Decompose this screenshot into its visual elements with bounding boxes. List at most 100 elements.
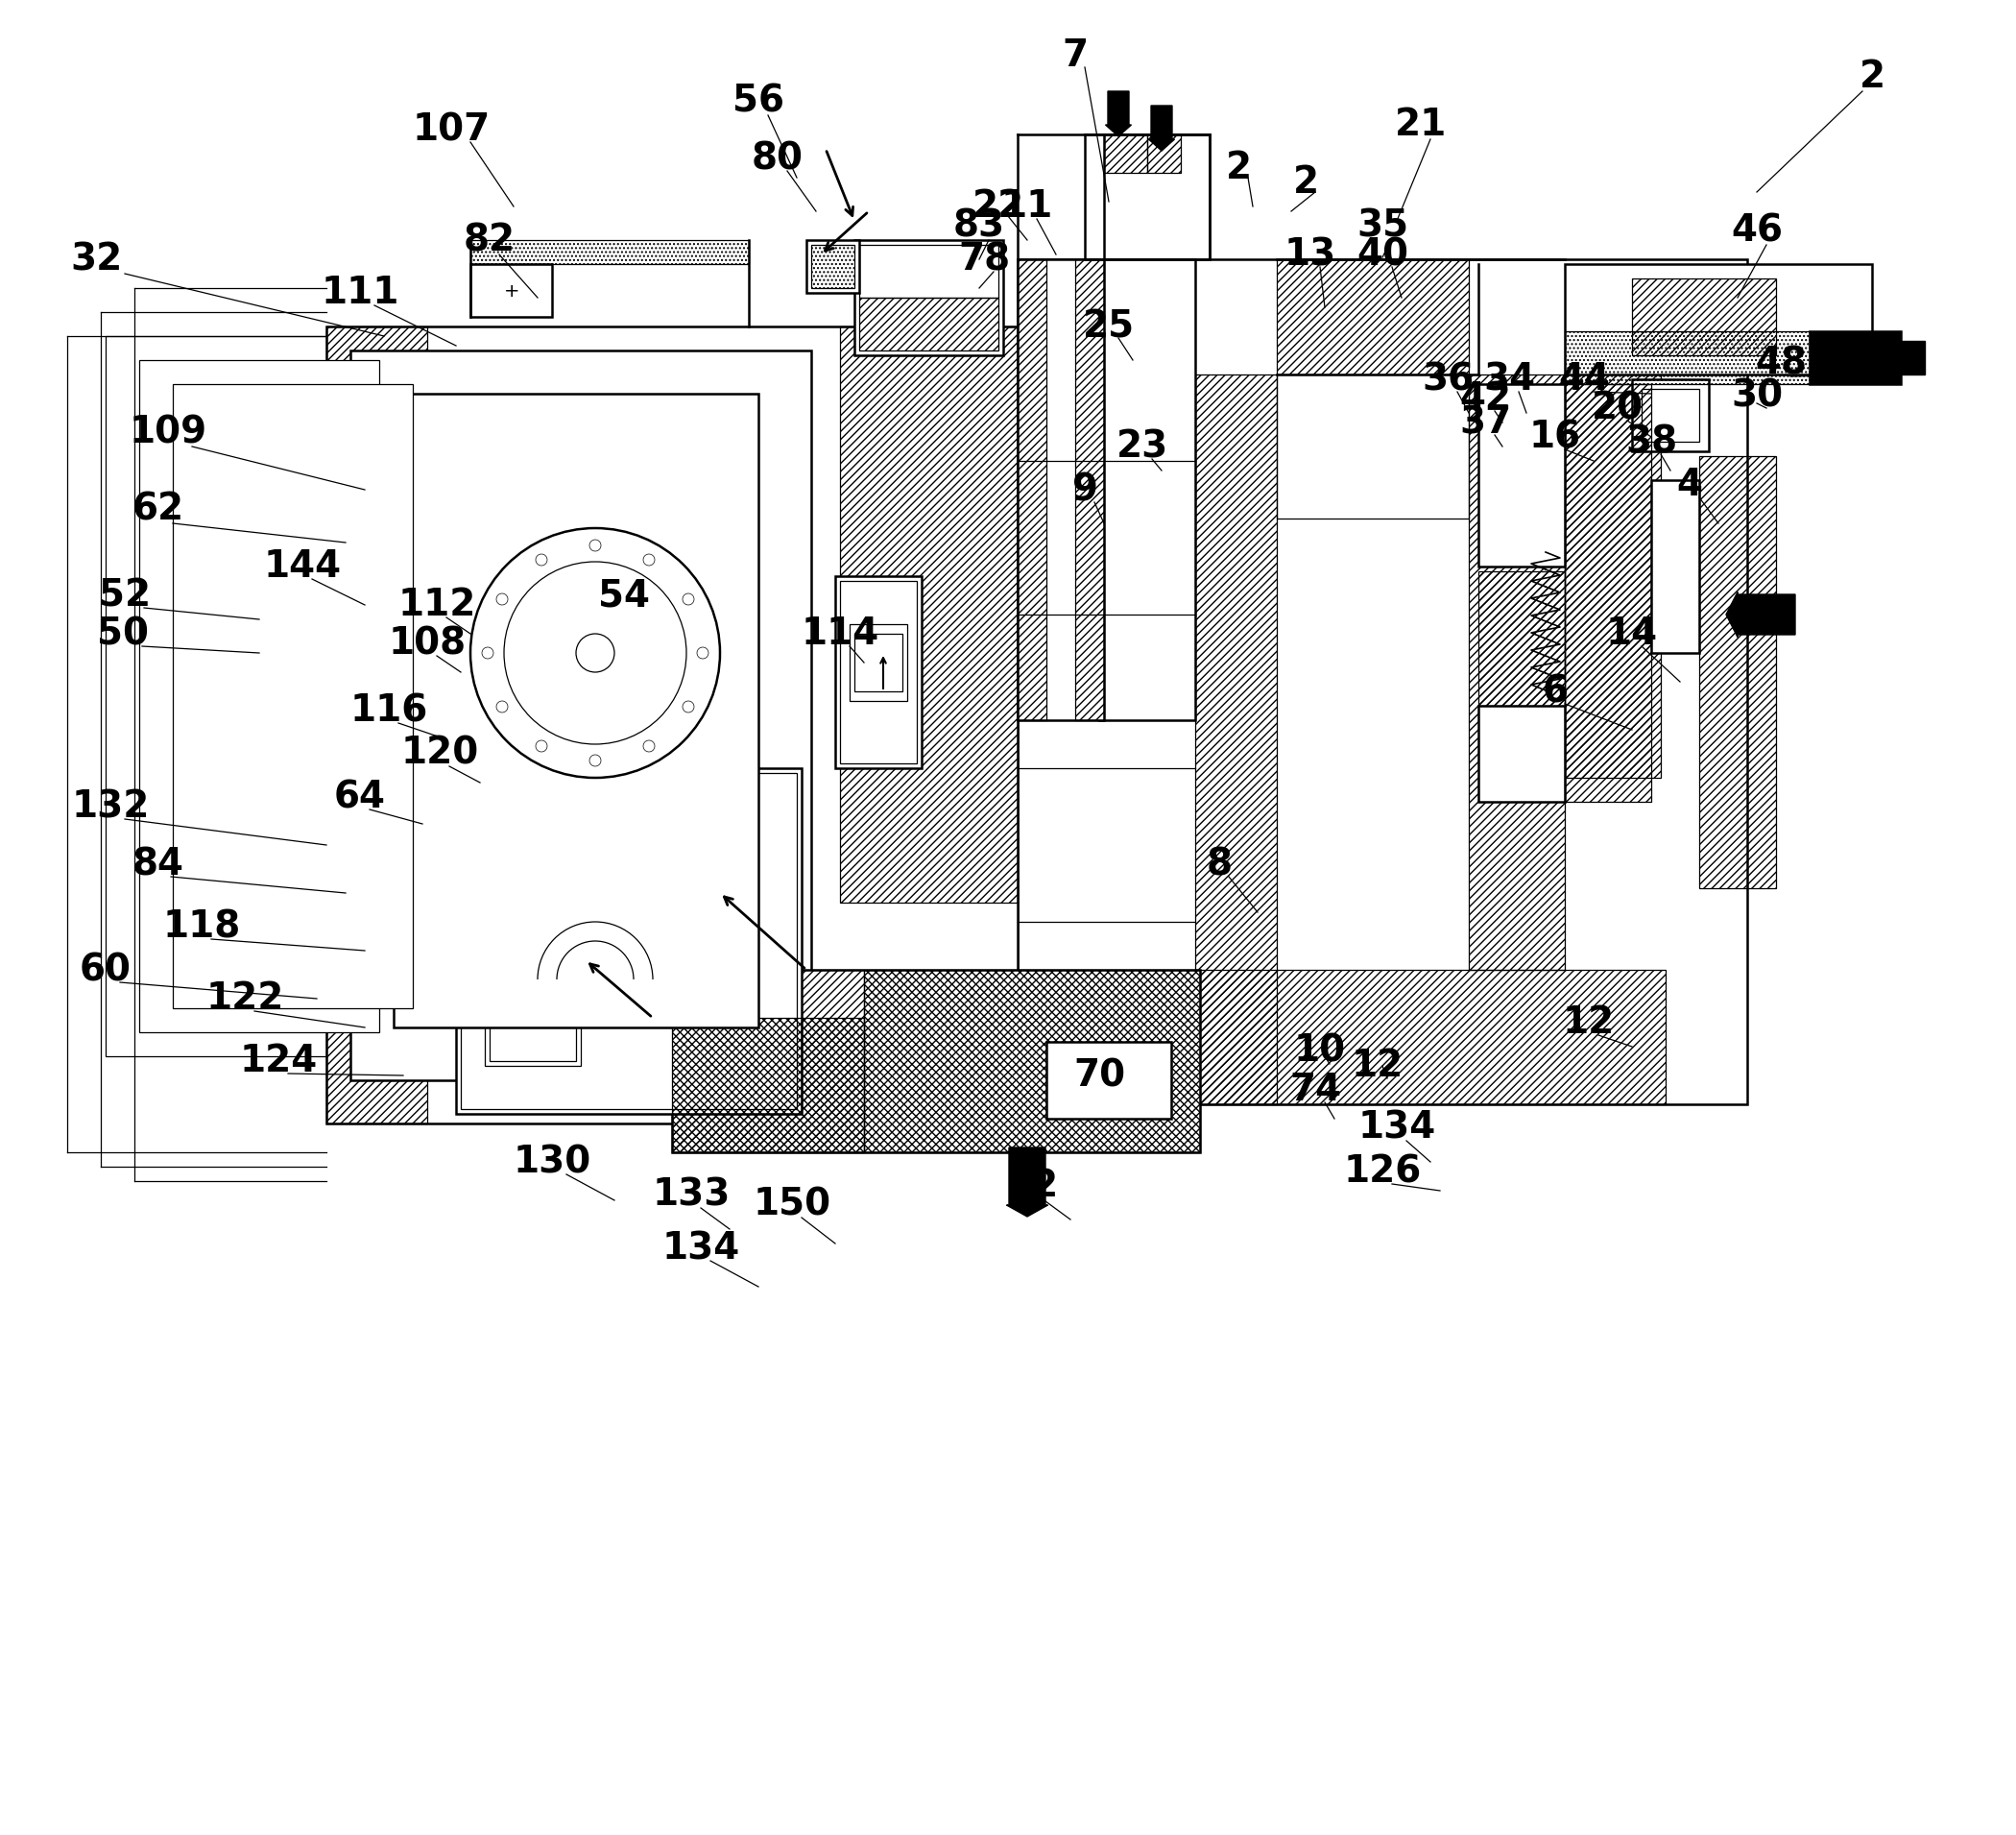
- Text: 82: 82: [464, 222, 516, 259]
- Bar: [105, 336, 345, 1057]
- Text: 120: 120: [401, 736, 478, 773]
- Text: 12: 12: [1562, 1004, 1615, 1040]
- Text: 44: 44: [1558, 361, 1611, 398]
- FancyArrow shape: [1006, 1147, 1048, 1217]
- Bar: [671, 971, 865, 1152]
- Text: 150: 150: [754, 1187, 831, 1224]
- FancyArrow shape: [1726, 593, 1794, 637]
- Bar: [1633, 380, 1710, 451]
- Text: 134: 134: [1359, 1110, 1435, 1147]
- Bar: [351, 350, 810, 1081]
- Bar: [1564, 332, 1810, 384]
- FancyArrow shape: [1877, 341, 1925, 374]
- Text: 108: 108: [389, 626, 466, 662]
- Bar: [355, 356, 806, 1075]
- Text: +: +: [504, 283, 520, 301]
- Bar: [462, 773, 796, 1108]
- Text: 54: 54: [599, 576, 649, 613]
- Bar: [1147, 134, 1181, 172]
- Bar: [835, 576, 921, 769]
- Text: 122: 122: [206, 980, 284, 1017]
- Bar: [470, 240, 748, 264]
- Bar: [855, 240, 1004, 356]
- Text: 48: 48: [1754, 345, 1806, 382]
- Text: 2: 2: [1859, 59, 1885, 95]
- Bar: [1478, 571, 1564, 706]
- Bar: [1276, 259, 1470, 374]
- Text: 30: 30: [1732, 378, 1782, 415]
- Bar: [806, 240, 859, 294]
- Text: 50: 50: [97, 615, 149, 651]
- Bar: [841, 582, 917, 763]
- Text: 134: 134: [661, 1229, 740, 1266]
- Bar: [859, 244, 998, 297]
- Bar: [859, 297, 998, 350]
- Text: 107: 107: [411, 112, 490, 149]
- Text: 118: 118: [163, 908, 240, 945]
- Bar: [1195, 374, 1276, 1105]
- Text: 126: 126: [1343, 1152, 1421, 1189]
- Bar: [841, 327, 1018, 903]
- Text: 109: 109: [129, 415, 208, 450]
- Text: 22: 22: [972, 189, 1024, 224]
- Bar: [484, 796, 581, 1066]
- Bar: [1564, 374, 1661, 778]
- Text: 132: 132: [71, 789, 149, 826]
- Bar: [671, 971, 1200, 1152]
- Text: 78: 78: [958, 240, 1010, 277]
- Text: 23: 23: [1117, 428, 1169, 464]
- Text: 84: 84: [133, 846, 183, 883]
- Bar: [1651, 481, 1699, 653]
- Bar: [1085, 134, 1210, 259]
- Text: 8: 8: [1206, 846, 1232, 883]
- Text: 144: 144: [264, 549, 341, 585]
- Text: 60: 60: [81, 952, 131, 987]
- Text: 83: 83: [954, 207, 1006, 244]
- Bar: [1478, 706, 1564, 802]
- Bar: [1018, 259, 1105, 719]
- Bar: [810, 244, 855, 288]
- Bar: [470, 264, 552, 317]
- Text: 14: 14: [1607, 615, 1657, 651]
- Text: 6: 6: [1542, 673, 1568, 710]
- Text: 133: 133: [651, 1178, 730, 1213]
- Text: 70: 70: [1073, 1057, 1125, 1094]
- Text: 32: 32: [71, 240, 123, 277]
- Bar: [855, 633, 903, 692]
- Text: 116: 116: [351, 692, 427, 728]
- Bar: [1276, 374, 1470, 519]
- Text: 7: 7: [1062, 37, 1089, 73]
- Bar: [1195, 971, 1665, 1105]
- Text: 56: 56: [732, 83, 784, 119]
- Bar: [1478, 384, 1564, 567]
- Text: 62: 62: [133, 490, 183, 527]
- Text: 34: 34: [1484, 361, 1534, 398]
- Bar: [1641, 389, 1699, 442]
- Bar: [1018, 259, 1046, 719]
- Bar: [1810, 332, 1901, 384]
- FancyArrow shape: [1105, 92, 1131, 136]
- Text: 111: 111: [321, 275, 399, 312]
- Bar: [139, 360, 379, 1033]
- Bar: [456, 769, 802, 1114]
- Text: 74: 74: [1288, 1072, 1341, 1108]
- Bar: [327, 327, 1018, 1123]
- Text: 20: 20: [1591, 389, 1643, 426]
- Text: 4: 4: [1677, 466, 1704, 503]
- Bar: [327, 327, 427, 1123]
- Bar: [1564, 384, 1651, 802]
- Text: 64: 64: [335, 778, 385, 815]
- Bar: [671, 1018, 865, 1152]
- Bar: [1099, 259, 1195, 719]
- Text: 36: 36: [1421, 361, 1474, 398]
- Bar: [865, 971, 1200, 1152]
- Text: 21: 21: [1395, 106, 1447, 143]
- Text: 2: 2: [1292, 163, 1318, 200]
- Bar: [1470, 374, 1564, 971]
- Text: 112: 112: [397, 587, 476, 624]
- Text: 130: 130: [512, 1143, 591, 1180]
- Text: 38: 38: [1625, 424, 1677, 461]
- Text: 13: 13: [1284, 237, 1337, 273]
- Text: 114: 114: [800, 615, 879, 651]
- Bar: [1046, 1042, 1171, 1119]
